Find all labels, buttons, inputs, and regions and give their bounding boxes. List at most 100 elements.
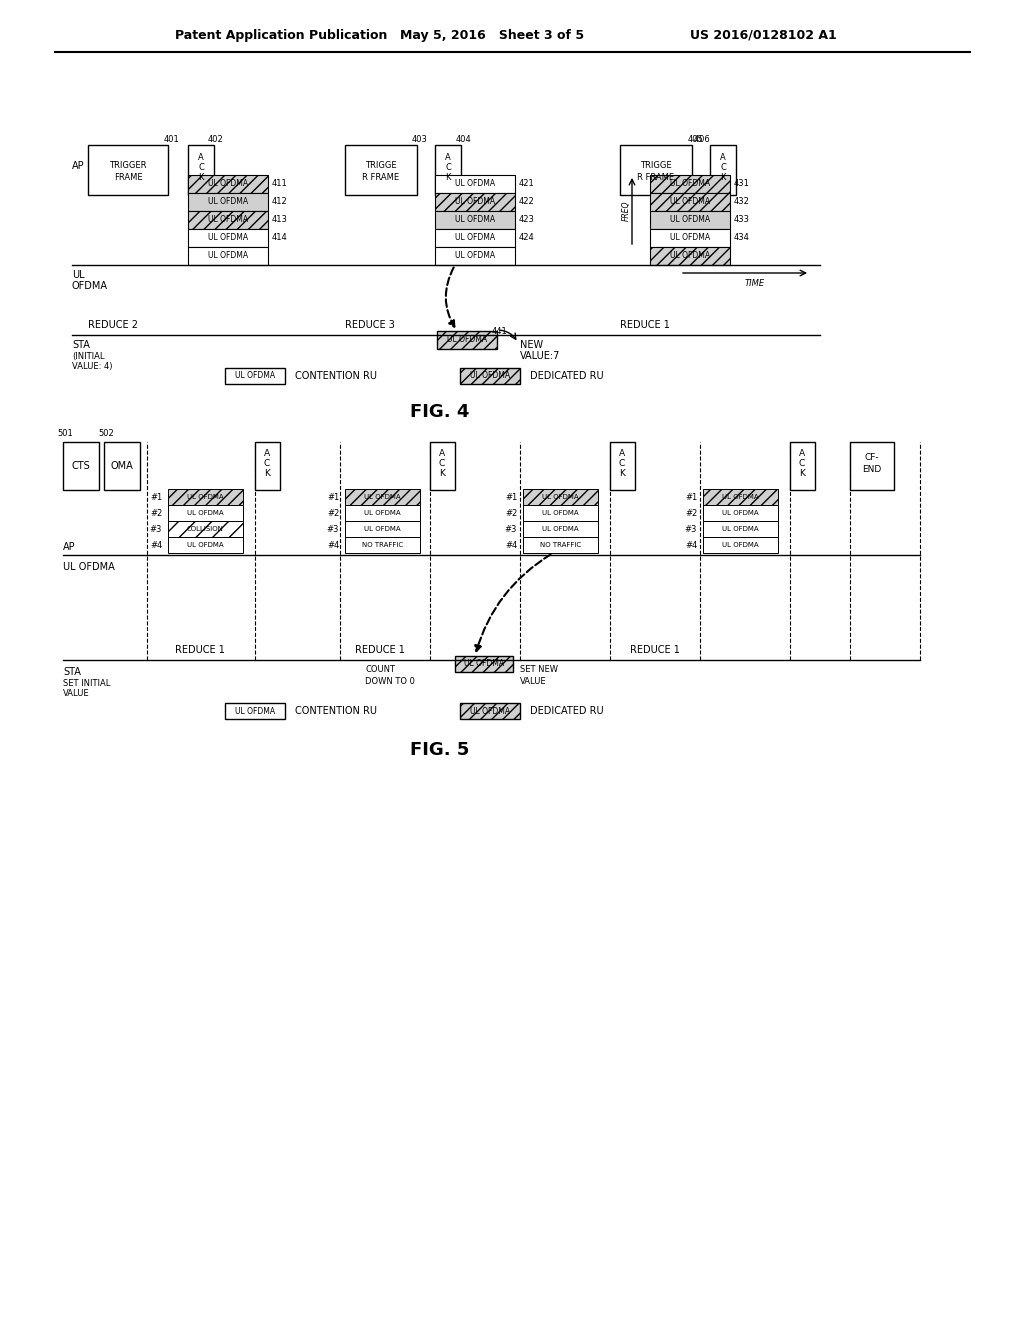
Text: OFDMA: OFDMA: [72, 281, 108, 290]
Text: VALUE: VALUE: [520, 676, 547, 685]
Bar: [703, 537, 778, 553]
Text: UL OFDMA: UL OFDMA: [722, 510, 759, 516]
Text: UL OFDMA: UL OFDMA: [63, 562, 115, 572]
Text: UL OFDMA: UL OFDMA: [455, 180, 495, 189]
Text: A: A: [618, 450, 625, 458]
Bar: [435, 247, 515, 265]
Text: REDUCE 2: REDUCE 2: [88, 319, 138, 330]
Text: C: C: [618, 459, 625, 469]
Bar: [188, 193, 268, 211]
Text: UL OFDMA: UL OFDMA: [470, 371, 510, 380]
Text: SET INITIAL: SET INITIAL: [63, 678, 111, 688]
Text: CONTENTION RU: CONTENTION RU: [295, 371, 377, 381]
Text: 431: 431: [734, 180, 750, 189]
Text: 412: 412: [272, 198, 288, 206]
Text: TRIGGER: TRIGGER: [110, 161, 146, 169]
Text: END: END: [862, 466, 882, 474]
Bar: [345, 537, 420, 553]
Text: UL OFDMA: UL OFDMA: [542, 494, 579, 500]
Text: UL OFDMA: UL OFDMA: [365, 525, 400, 532]
Text: REDUCE 3: REDUCE 3: [345, 319, 395, 330]
Text: UL OFDMA: UL OFDMA: [234, 706, 275, 715]
Text: #3: #3: [505, 524, 517, 533]
Bar: [345, 521, 420, 537]
Text: 501: 501: [57, 429, 73, 438]
Text: UL OFDMA: UL OFDMA: [208, 252, 248, 260]
Text: 434: 434: [734, 234, 750, 243]
Bar: [650, 228, 730, 247]
Text: OMA: OMA: [111, 461, 133, 471]
Text: 421: 421: [519, 180, 535, 189]
Text: #1: #1: [150, 492, 162, 502]
Bar: [435, 211, 515, 228]
Text: #4: #4: [150, 540, 162, 549]
Text: UL OFDMA: UL OFDMA: [234, 371, 275, 380]
Text: UL OFDMA: UL OFDMA: [455, 252, 495, 260]
Bar: [63, 442, 99, 490]
Text: K: K: [620, 470, 625, 479]
Text: A: A: [198, 153, 204, 161]
Bar: [225, 704, 285, 719]
Bar: [168, 488, 243, 506]
Text: A: A: [720, 153, 726, 161]
Text: #4: #4: [505, 540, 517, 549]
Bar: [703, 506, 778, 521]
Text: NO TRAFFIC: NO TRAFFIC: [540, 543, 581, 548]
Text: DEDICATED RU: DEDICATED RU: [530, 706, 603, 715]
Text: 424: 424: [519, 234, 535, 243]
Bar: [703, 488, 778, 506]
Bar: [188, 228, 268, 247]
Text: REDUCE 1: REDUCE 1: [630, 645, 680, 655]
Text: #4: #4: [327, 540, 339, 549]
Text: #2: #2: [150, 508, 162, 517]
Bar: [188, 247, 268, 265]
Text: 441: 441: [493, 326, 508, 335]
Bar: [345, 506, 420, 521]
Bar: [523, 506, 598, 521]
Text: K: K: [199, 173, 204, 181]
Text: COLLISION: COLLISION: [187, 525, 224, 532]
Text: AP: AP: [63, 543, 76, 552]
Text: UL OFDMA: UL OFDMA: [455, 234, 495, 243]
Text: 502: 502: [98, 429, 114, 438]
Text: UL OFDMA: UL OFDMA: [455, 215, 495, 224]
Text: NO TRAFFIC: NO TRAFFIC: [361, 543, 403, 548]
Text: UL OFDMA: UL OFDMA: [670, 215, 710, 224]
Text: VALUE: VALUE: [63, 689, 90, 697]
Text: K: K: [720, 173, 726, 181]
Text: UL OFDMA: UL OFDMA: [670, 234, 710, 243]
Text: VALUE: 4): VALUE: 4): [72, 362, 113, 371]
Bar: [435, 193, 515, 211]
Bar: [104, 442, 140, 490]
Text: 402: 402: [207, 136, 223, 144]
Text: TRIGGE: TRIGGE: [366, 161, 397, 169]
Text: A: A: [799, 450, 805, 458]
Bar: [455, 656, 513, 672]
Text: DEDICATED RU: DEDICATED RU: [530, 371, 603, 381]
Text: FIG. 5: FIG. 5: [411, 741, 470, 759]
Text: R FRAME: R FRAME: [637, 173, 675, 181]
Text: REDUCE 1: REDUCE 1: [175, 645, 225, 655]
Text: #2: #2: [505, 508, 517, 517]
Bar: [188, 145, 214, 195]
Text: C: C: [720, 162, 726, 172]
Text: UL OFDMA: UL OFDMA: [455, 198, 495, 206]
Text: UL OFDMA: UL OFDMA: [542, 510, 579, 516]
Text: K: K: [264, 470, 270, 479]
Text: R FRAME: R FRAME: [362, 173, 399, 181]
Text: #4: #4: [685, 540, 697, 549]
Text: UL OFDMA: UL OFDMA: [187, 543, 224, 548]
Text: 404: 404: [455, 136, 471, 144]
Bar: [88, 145, 168, 195]
Text: 432: 432: [734, 198, 750, 206]
Bar: [345, 145, 417, 195]
Text: #2: #2: [327, 508, 339, 517]
Bar: [523, 521, 598, 537]
Bar: [188, 176, 268, 193]
Text: VALUE:7: VALUE:7: [520, 351, 560, 360]
Text: FIG. 4: FIG. 4: [411, 403, 470, 421]
Text: STA: STA: [63, 667, 81, 677]
Text: #1: #1: [505, 492, 517, 502]
Bar: [460, 368, 520, 384]
Text: #1: #1: [327, 492, 339, 502]
